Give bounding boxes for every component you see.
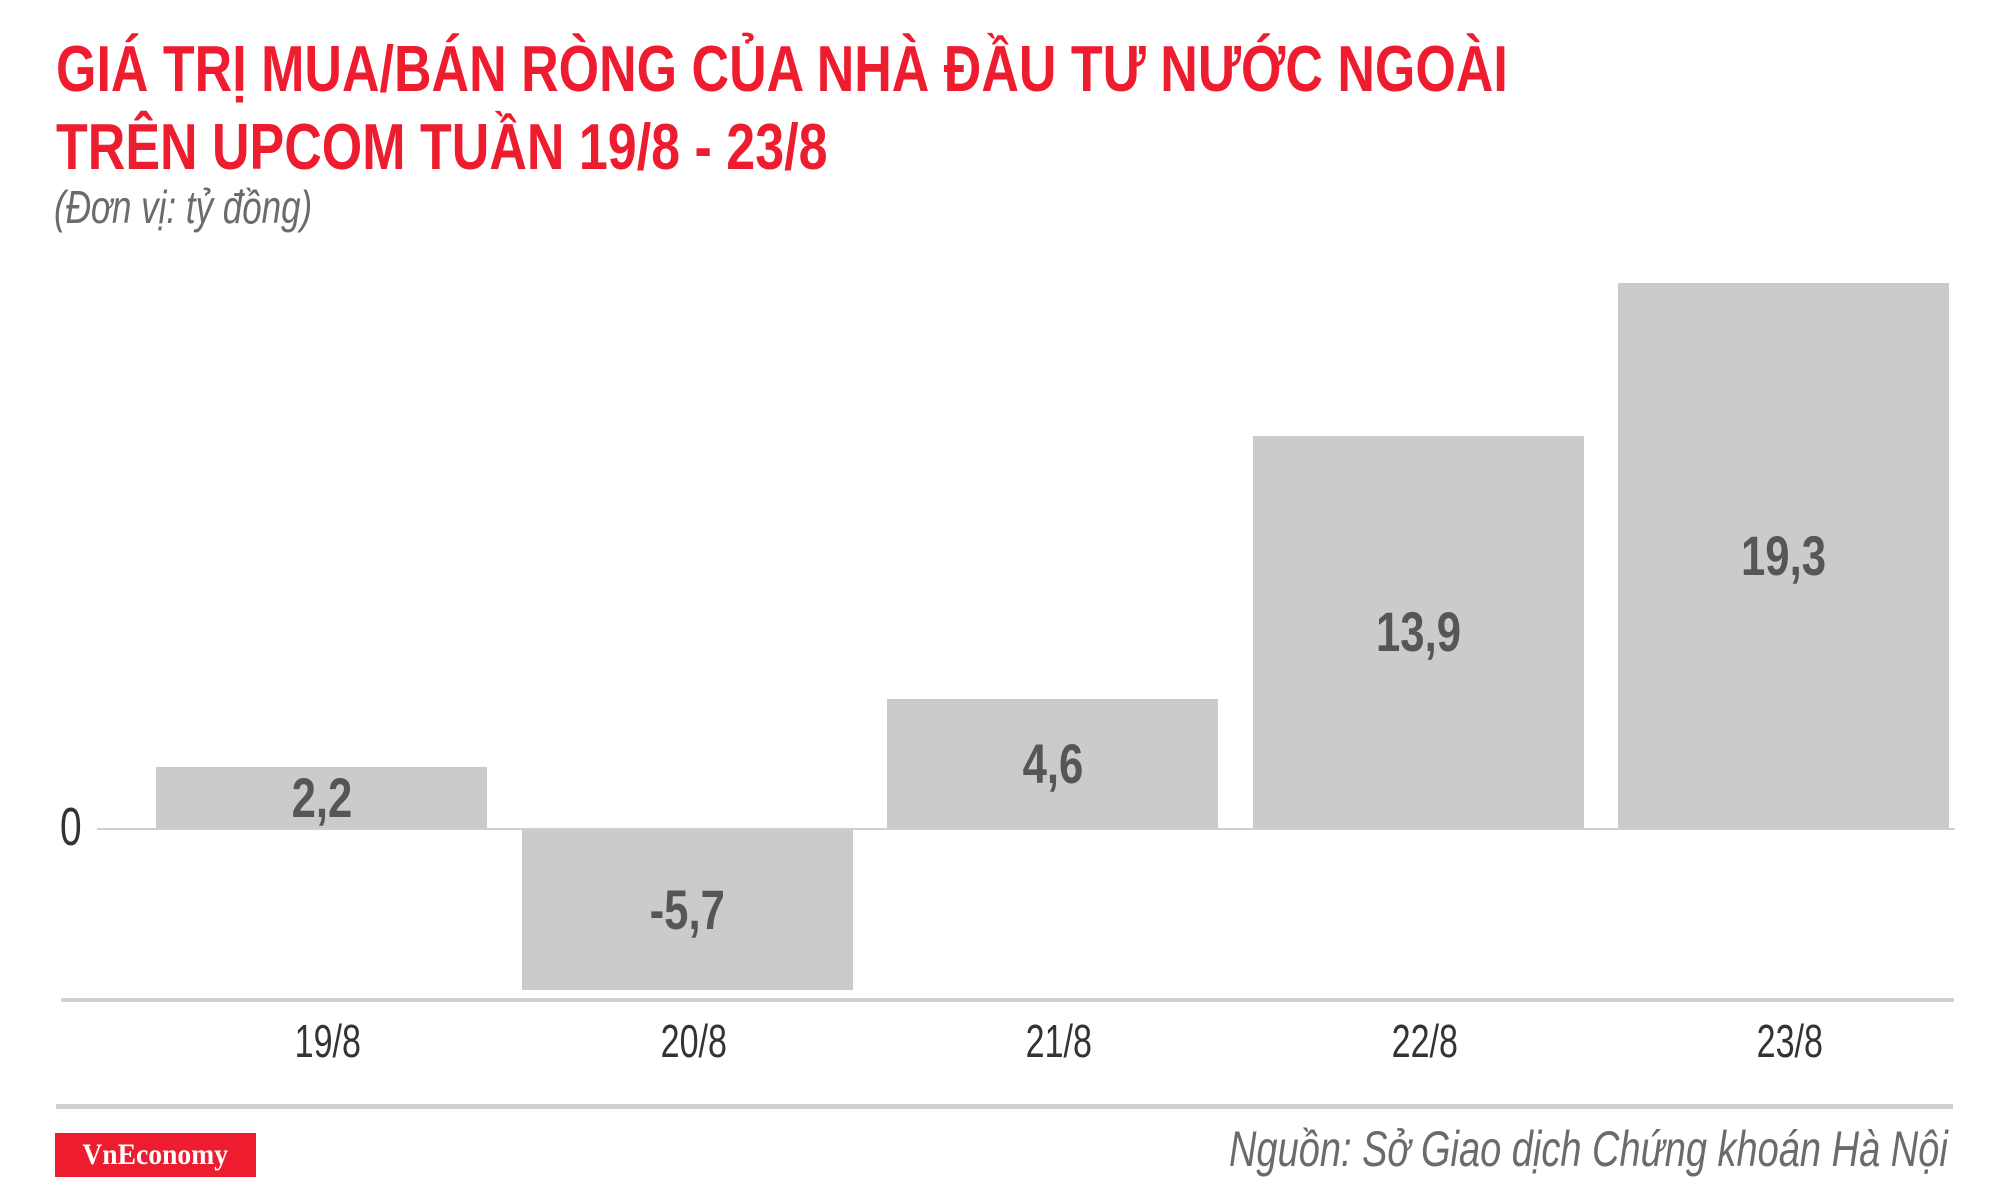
bar-value-text: 13,9 — [1375, 600, 1462, 664]
bar-0 — [156, 766, 487, 829]
x-tick-text: 20/8 — [660, 1015, 727, 1067]
bar-4 — [1618, 282, 1949, 829]
title-text-1: GIÁ TRỊ MUA/BÁN RÒNG CỦA NHÀ ĐẦU TƯ NƯỚC… — [56, 32, 1508, 105]
x-tick-label: 22/8 — [1259, 1018, 1590, 1064]
bar-value-text: 4,6 — [1022, 731, 1083, 795]
bar-value-text: 19,3 — [1740, 523, 1827, 587]
x-tick-label: 20/8 — [528, 1018, 859, 1064]
x-tick-text: 19/8 — [294, 1015, 361, 1067]
x-tick-text: 21/8 — [1025, 1015, 1092, 1067]
zero-baseline — [97, 828, 1955, 830]
vneconomy-logo: VnEconomy — [55, 1133, 256, 1177]
bar-value-label: 13,9 — [1253, 604, 1584, 660]
bar-value-label: 4,6 — [887, 731, 1218, 795]
unit-text: (Đơn vị: tỷ đồng) — [54, 181, 313, 233]
bar-3 — [1253, 435, 1584, 829]
x-tick-label: 23/8 — [1624, 1018, 1955, 1064]
bar-2 — [887, 698, 1218, 829]
x-tick-text: 23/8 — [1756, 1015, 1823, 1067]
bar-value-label: 2,2 — [156, 765, 487, 829]
bar-value-text: -5,7 — [649, 877, 726, 941]
y-tick-label: 0 — [60, 797, 82, 857]
bar-value-label: -5,7 — [522, 877, 853, 941]
source-text: Nguồn: Sở Giao dịch Chứng khoán Hà Nội — [1229, 1121, 1948, 1177]
title-text-2: TRÊN UPCOM TUẦN 19/8 - 23/8 — [56, 110, 828, 183]
x-tick-label: 21/8 — [893, 1018, 1224, 1064]
x-tick-text: 22/8 — [1391, 1015, 1458, 1067]
chart-title-line-1: GIÁ TRỊ MUA/BÁN RÒNG CỦA NHÀ ĐẦU TƯ NƯỚC… — [56, 36, 1871, 101]
chart-title-line-2: TRÊN UPCOM TUẦN 19/8 - 23/8 — [56, 114, 1020, 179]
bar-value-text: 2,2 — [291, 765, 352, 829]
logo-text: VnEconomy — [82, 1138, 229, 1171]
bar-value-label: 19,3 — [1618, 523, 1949, 587]
x-axis-line — [61, 998, 1954, 1002]
x-tick-label: 19/8 — [162, 1018, 493, 1064]
bar-1 — [522, 829, 853, 991]
y-tick-zero: 0 — [60, 800, 90, 854]
source-note: Nguồn: Sở Giao dịch Chứng khoán Hà Nội — [1002, 1124, 1948, 1174]
unit-subtitle: (Đơn vị: tỷ đồng) — [54, 184, 394, 230]
footer-divider — [56, 1104, 1953, 1109]
